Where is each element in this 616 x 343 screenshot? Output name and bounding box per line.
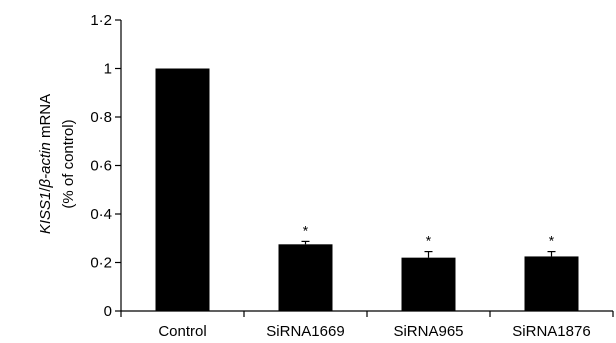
- y-axis-title-line1: KISS1/β-actin mRNA: [37, 94, 54, 234]
- labels: Control * SiRNA1669 * SiRNA965 * SiRNA1876: [158, 222, 590, 340]
- bar: [155, 68, 210, 311]
- x-category-label: SiRNA1669: [266, 323, 344, 340]
- x-category-label: SiRNA965: [393, 323, 463, 340]
- y-tick-label: 0·4: [90, 206, 112, 223]
- bars: [155, 68, 579, 311]
- y-tick-label: 0·8: [90, 109, 112, 126]
- y-tick-label: 0·6: [90, 158, 112, 175]
- significance-marker: *: [549, 233, 555, 249]
- y-tick-label: 0: [104, 303, 112, 320]
- y-tick-label: 1·2: [90, 12, 112, 29]
- y-tick-label: 0·2: [90, 255, 112, 272]
- x-category-label: SiRNA1876: [512, 323, 590, 340]
- significance-marker: *: [426, 233, 432, 249]
- y-axis-title-line2: (% of control): [60, 119, 77, 208]
- y-axis-title: KISS1/β-actin mRNA (% of control): [37, 94, 77, 234]
- bar: [524, 256, 579, 311]
- y-tick-label: 1: [104, 61, 112, 78]
- bar: [278, 244, 333, 311]
- bar: [401, 257, 456, 311]
- x-category-label: Control: [158, 323, 206, 340]
- significance-marker: *: [303, 222, 309, 238]
